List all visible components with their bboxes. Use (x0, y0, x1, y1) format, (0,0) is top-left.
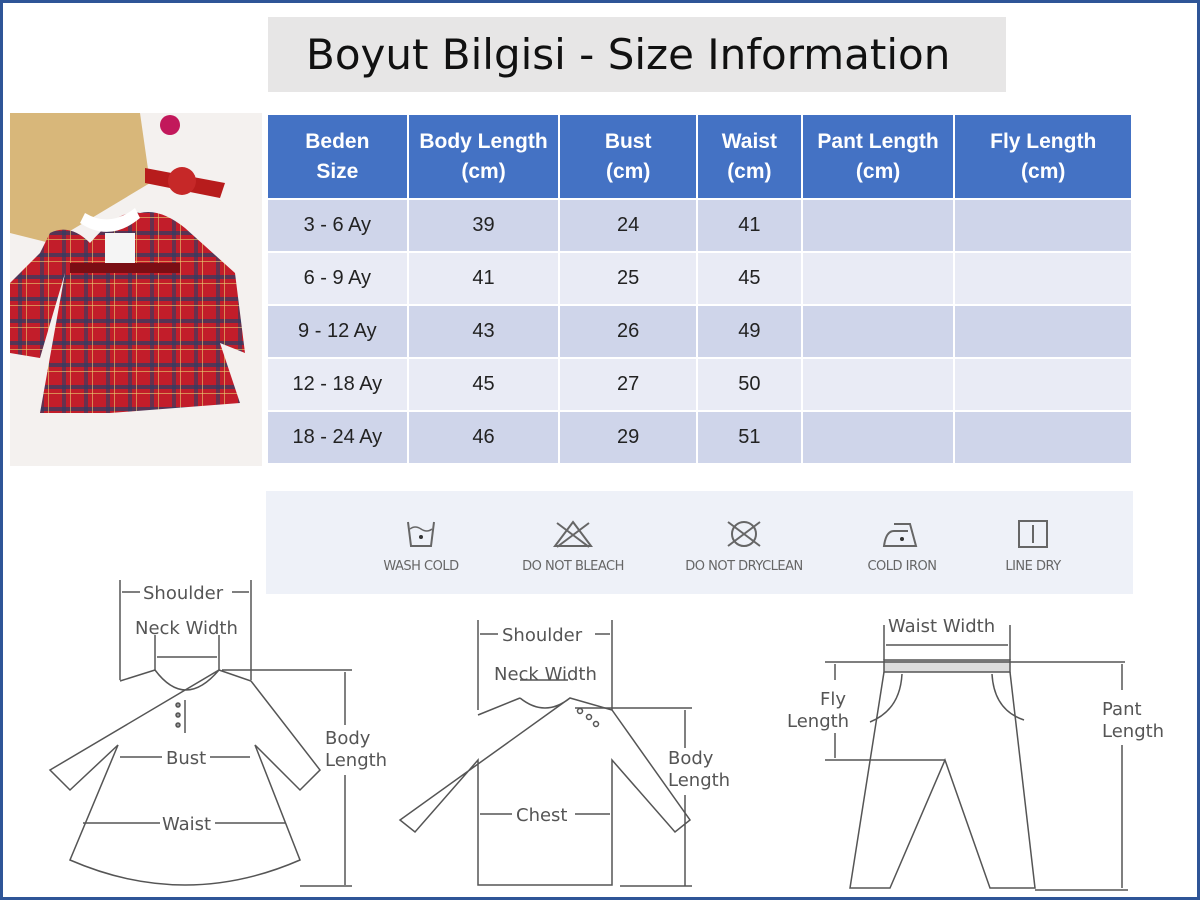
wash-cold-icon (407, 521, 435, 547)
header-line: (cm) (727, 159, 772, 183)
header-bust: Bust (cm) (558, 113, 698, 200)
label-fly-length: Fly (820, 689, 846, 710)
label-body-length: Length (668, 770, 730, 791)
table-row: 6 - 9 Ay 41 25 45 (266, 251, 1133, 306)
care-cold-iron: COLD IRON (817, 491, 987, 574)
care-line-dry: LINE DRY (948, 491, 1118, 574)
table-cell (800, 410, 956, 465)
label-waist-width: Waist Width (888, 616, 995, 637)
product-photo (10, 113, 262, 466)
table-cell (800, 251, 956, 306)
table-cell: 29 (558, 410, 698, 465)
table-cell: 3 - 6 Ay (266, 198, 409, 253)
header-body-length: Body Length (cm) (406, 113, 561, 200)
do-not-dryclean-icon (727, 521, 761, 547)
table-cell: 9 - 12 Ay (266, 304, 409, 359)
dress-measurement-diagram: Shoulder Neck Width Bust Waist Body Leng… (48, 580, 387, 887)
header-line: (cm) (605, 159, 651, 183)
table-cell: 49 (695, 304, 803, 359)
header-waist: Waist (cm) (695, 113, 803, 200)
page-title: Boyut Bilgisi - Size Information (268, 17, 1006, 92)
header-line: Size (316, 159, 359, 183)
label-fly-length: Length (787, 711, 849, 732)
label-waist: Waist (162, 814, 211, 835)
label-pant-length: Pant (1102, 699, 1142, 720)
care-wash-cold: WASH COLD (336, 491, 506, 574)
table-cell: 41 (406, 251, 561, 306)
care-label: COLD IRON (867, 559, 937, 574)
table-cell: 43 (406, 304, 561, 359)
table-cell: 46 (406, 410, 561, 465)
care-instructions: WASH COLD DO NOT BLEACH DO NOT DRYCLEAN … (266, 491, 1133, 594)
header-line: (cm) (855, 159, 901, 183)
table-cell: 18 - 24 Ay (266, 410, 409, 465)
label-neck-width: Neck Width (135, 618, 238, 639)
label-neck-width: Neck Width (494, 664, 597, 685)
table-cell (953, 198, 1133, 253)
table-row: 3 - 6 Ay 39 24 41 (266, 198, 1133, 253)
care-label: LINE DRY (1005, 559, 1061, 574)
table-header: Beden Size Body Length (cm) Bust (cm) Waist… (266, 113, 1133, 200)
header-line: Beden (305, 130, 370, 154)
care-label: DO NOT DRYCLEAN (685, 559, 803, 574)
header-line: Waist (721, 130, 777, 154)
table-cell: 12 - 18 Ay (266, 357, 409, 412)
table-cell (953, 410, 1133, 465)
table-cell (800, 198, 956, 253)
table-cell (953, 357, 1133, 412)
care-label: DO NOT BLEACH (522, 559, 624, 574)
table-cell: 45 (695, 251, 803, 306)
do-not-bleach-icon (553, 520, 593, 548)
header-line: Fly Length (990, 130, 1097, 154)
pants-measurement-diagram: Waist Width Fly Length Pant Length (787, 616, 1164, 891)
size-table: Beden Size Body Length (cm) Bust (cm) Waist… (266, 113, 1133, 465)
label-bust: Bust (166, 748, 206, 769)
label-shoulder: Shoulder (502, 625, 583, 646)
label-body-length: Length (325, 750, 387, 771)
table-cell (953, 304, 1133, 359)
table-cell: 26 (558, 304, 698, 359)
table-cell: 41 (695, 198, 803, 253)
header-fly-length: Fly Length (cm) (953, 113, 1133, 200)
table-cell: 27 (558, 357, 698, 412)
label-body-length: Body (325, 728, 371, 749)
label-chest: Chest (516, 805, 568, 826)
header-line: Body Length (419, 130, 548, 154)
label-body-length: Body (668, 748, 714, 769)
table-row: 18 - 24 Ay 46 29 51 (266, 410, 1133, 465)
header-line: Pant Length (817, 130, 939, 154)
header-line: (cm) (461, 159, 506, 183)
care-do-not-bleach: DO NOT BLEACH (488, 491, 658, 574)
table-cell: 39 (406, 198, 561, 253)
table-row: 9 - 12 Ay 43 26 49 (266, 304, 1133, 359)
label-pant-length: Length (1102, 721, 1164, 742)
header-pant-length: Pant Length (cm) (800, 113, 956, 200)
table-cell: 24 (558, 198, 698, 253)
shirt-measurement-diagram: Shoulder Neck Width Chest Body Length (398, 620, 730, 887)
header-line: (cm) (1021, 159, 1066, 183)
table-cell (800, 304, 956, 359)
header-line: Bust (604, 130, 652, 154)
care-label: WASH COLD (383, 559, 459, 574)
table-cell: 51 (695, 410, 803, 465)
line-dry-icon (1018, 520, 1048, 548)
plaid-dress-image (10, 113, 245, 413)
label-shoulder: Shoulder (143, 583, 224, 604)
table-cell: 6 - 9 Ay (266, 251, 409, 306)
table-cell: 45 (406, 357, 561, 412)
table-cell (953, 251, 1133, 306)
table-row: 12 - 18 Ay 45 27 50 (266, 357, 1133, 412)
table-cell (800, 357, 956, 412)
table-cell: 25 (558, 251, 698, 306)
header-size: Beden Size (266, 113, 409, 200)
care-do-not-dryclean: DO NOT DRYCLEAN (659, 491, 829, 574)
table-cell: 50 (695, 357, 803, 412)
cold-iron-icon (882, 523, 918, 547)
